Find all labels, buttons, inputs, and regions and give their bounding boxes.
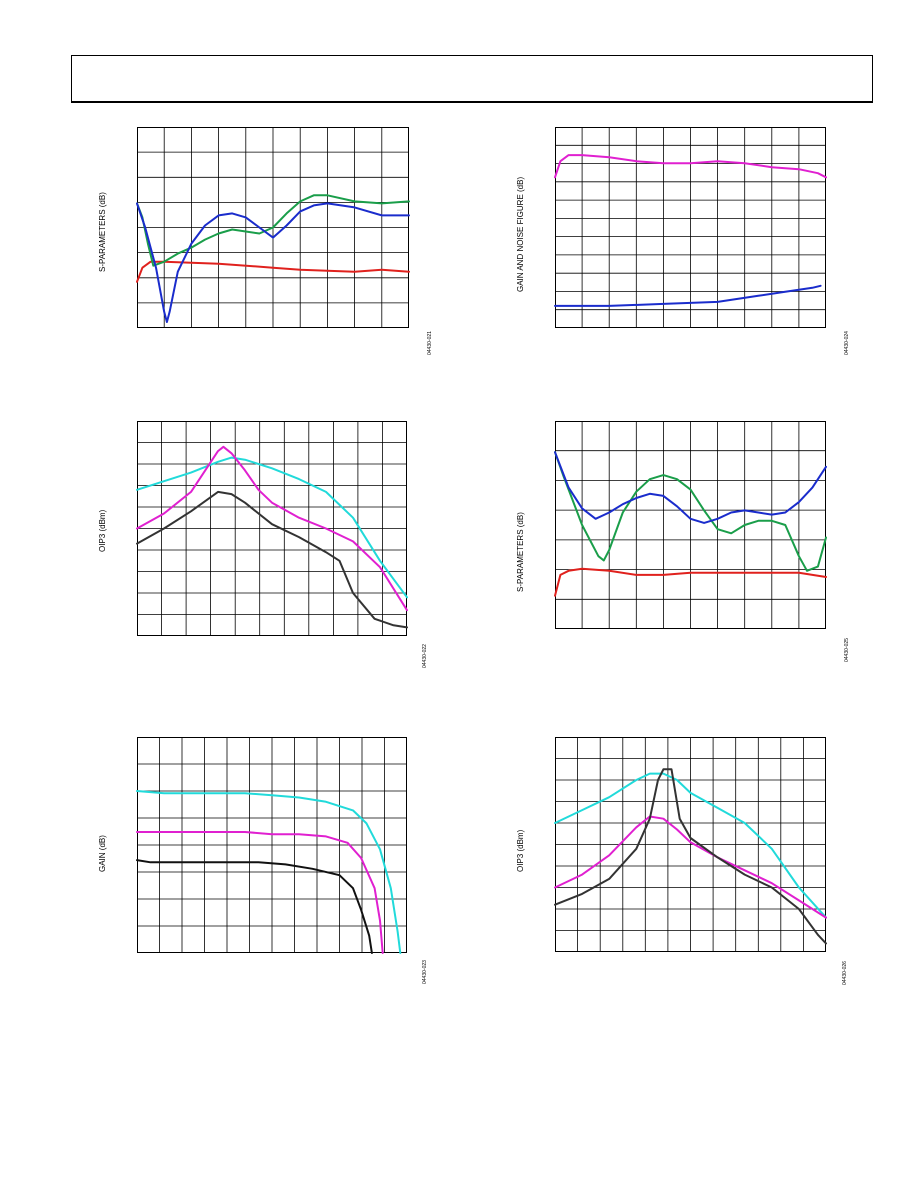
chart-panel-gain: [136, 737, 407, 954]
chart-panel-oip3-2: [554, 737, 827, 952]
series-line-1: [554, 772, 827, 919]
series-line-3: [136, 859, 373, 954]
series-line-2: [554, 451, 827, 572]
plot-frame: [555, 127, 826, 328]
chart-plot: [136, 737, 407, 954]
chart-panel-gain-noise-figure: [554, 127, 827, 328]
chart-plot: [554, 737, 827, 952]
page-header-box: [71, 55, 873, 103]
chart-plot: [136, 127, 410, 328]
plot-frame: [137, 127, 409, 328]
chart-plot: [554, 421, 827, 629]
figure-id: 04430-021: [427, 331, 433, 355]
series-line-2: [554, 815, 827, 919]
chart-panel-s-parameters-1: [136, 127, 410, 328]
series-line-1: [554, 567, 827, 597]
figure-id: 04430-026: [842, 961, 848, 985]
series-line-1: [136, 790, 402, 954]
y-axis-label: S-PARAMETERS (dB): [516, 512, 525, 592]
figure-id: 04430-024: [844, 331, 850, 355]
y-axis-label: OIP3 (dBm): [516, 829, 525, 872]
series-line-3: [136, 202, 410, 323]
chart-panel-s-parameters-2: [554, 421, 827, 629]
chart-plot: [554, 127, 827, 328]
series-line-3: [554, 768, 827, 945]
series-line-3: [554, 451, 827, 524]
chart-panel-oip3-1: [136, 421, 408, 636]
series-line-1: [136, 260, 410, 283]
figure-id: 04430-022: [422, 644, 428, 668]
y-axis-label: S-PARAMETERS (dB): [98, 192, 107, 272]
y-axis-label: GAIN (dB): [98, 835, 107, 872]
plot-frame: [555, 737, 826, 952]
figure-id: 04430-025: [844, 638, 850, 662]
series-line-2: [554, 284, 822, 307]
y-axis-label: OIP3 (dBm): [98, 509, 107, 552]
plot-frame: [137, 737, 407, 953]
y-axis-label: GAIN AND NOISE FIGURE (dB): [516, 176, 525, 292]
series-line-1: [554, 154, 827, 179]
series-line-2: [136, 445, 408, 612]
series-line-3: [136, 490, 408, 629]
series-line-1: [136, 456, 408, 599]
series-line-2: [136, 831, 384, 954]
figure-id: 04430-023: [422, 960, 428, 984]
plot-frame: [555, 421, 826, 629]
chart-plot: [136, 421, 408, 636]
